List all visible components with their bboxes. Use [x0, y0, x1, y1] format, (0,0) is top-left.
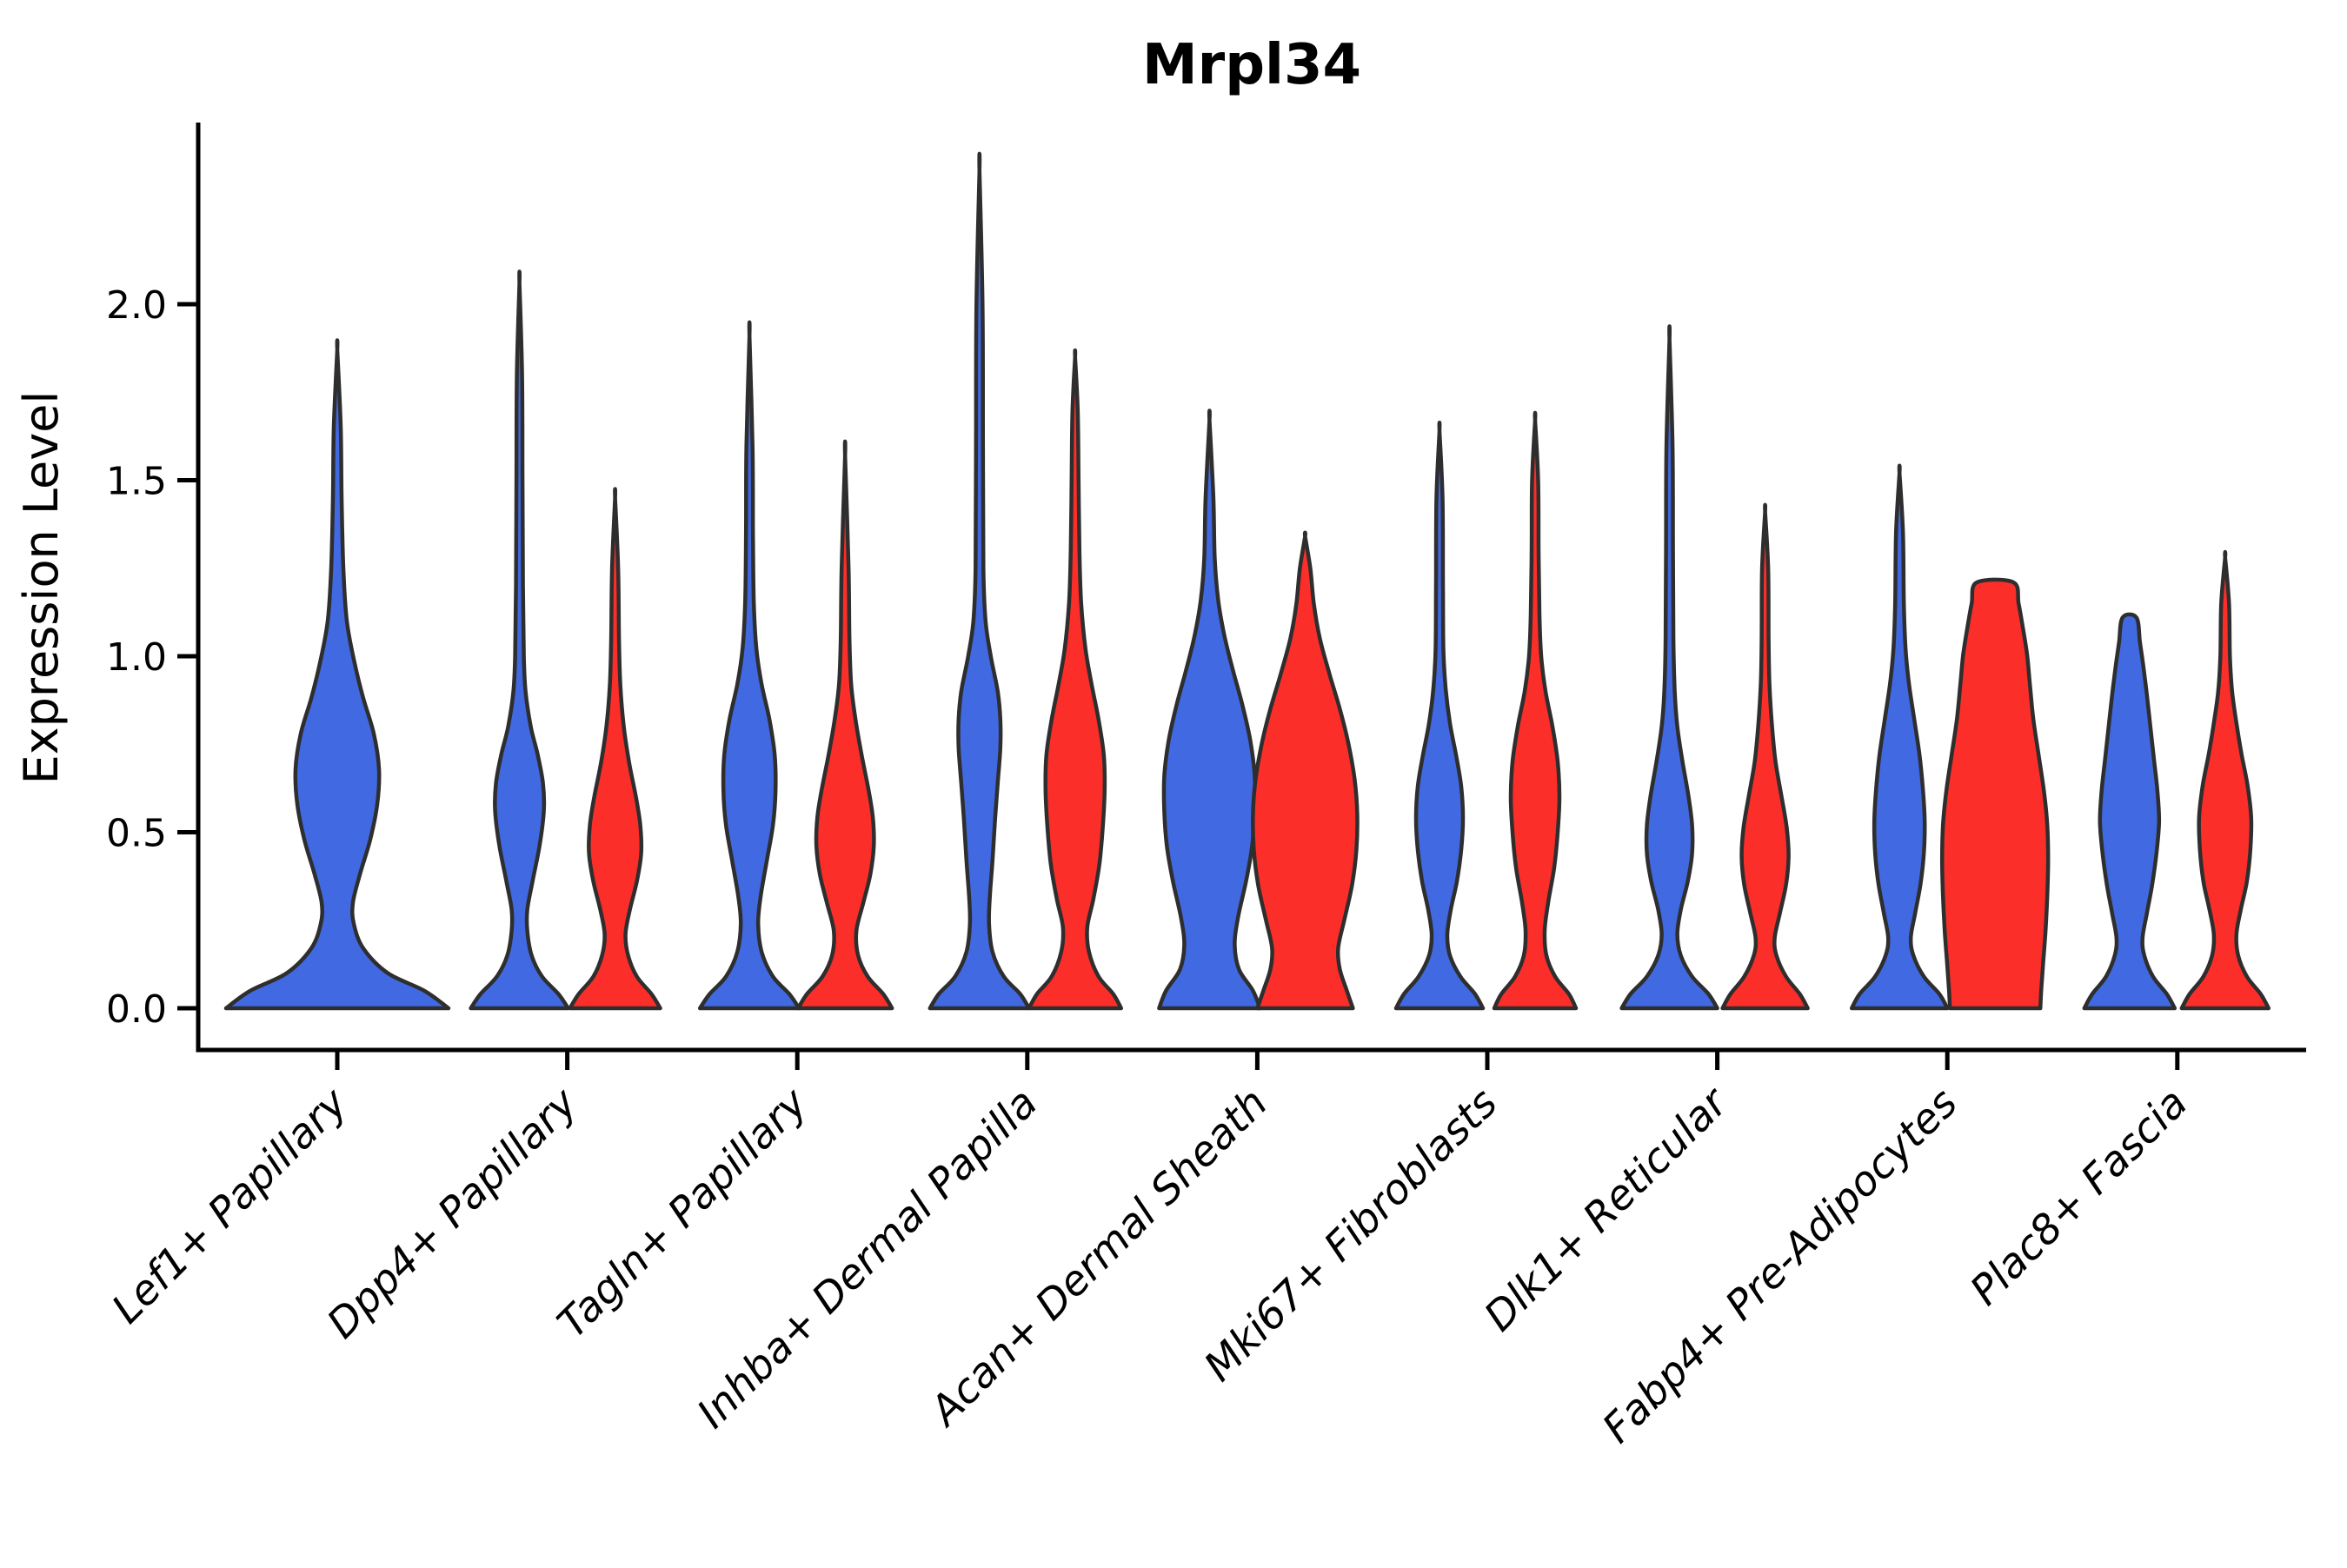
violin-blue-6 — [1393, 420, 1486, 1011]
violin-blue-2 — [469, 269, 570, 1011]
violin-blue-7 — [1619, 324, 1719, 1011]
violin-red-2 — [568, 487, 662, 1011]
violin-red-9 — [2179, 549, 2271, 1011]
y-tick-label: 0.5 — [106, 812, 167, 856]
x-tick-label-2: Dpp4+ Papillary — [318, 1079, 588, 1348]
y-tick-label: 0.0 — [106, 987, 167, 1032]
y-tick-label: 2.0 — [106, 283, 167, 328]
violin-blue-1 — [223, 338, 451, 1011]
x-tick-label-7: Dlk1+ Reticular — [1475, 1078, 1739, 1341]
x-tick-label-3: Tagln+ Papillary — [549, 1079, 818, 1348]
violin-red-6 — [1492, 410, 1579, 1011]
y-tick-label: 1.5 — [106, 460, 167, 504]
chart-title: Mrpl34 — [1142, 33, 1361, 97]
violin-red-8 — [1939, 577, 2051, 1011]
violin-blue-4 — [927, 151, 1032, 1011]
violin-red-4 — [1027, 348, 1124, 1011]
violin-blue-5 — [1157, 409, 1262, 1011]
violins-layer — [223, 151, 2271, 1011]
y-axis-label: Expression Level — [14, 391, 69, 785]
violin-blue-3 — [697, 320, 801, 1011]
violin-red-5 — [1251, 530, 1360, 1011]
x-tick-label-1: Lef1+ Papillary — [103, 1079, 357, 1333]
x-tick-label-9: Plac8+ Fascia — [1961, 1080, 2197, 1315]
violin-red-7 — [1720, 502, 1810, 1011]
violin-blue-9 — [2082, 612, 2177, 1011]
violin-blue-8 — [1849, 463, 1950, 1011]
axes-layer — [196, 123, 2306, 1053]
violin-red-3 — [795, 439, 894, 1011]
y-tick-label: 1.0 — [106, 635, 167, 680]
